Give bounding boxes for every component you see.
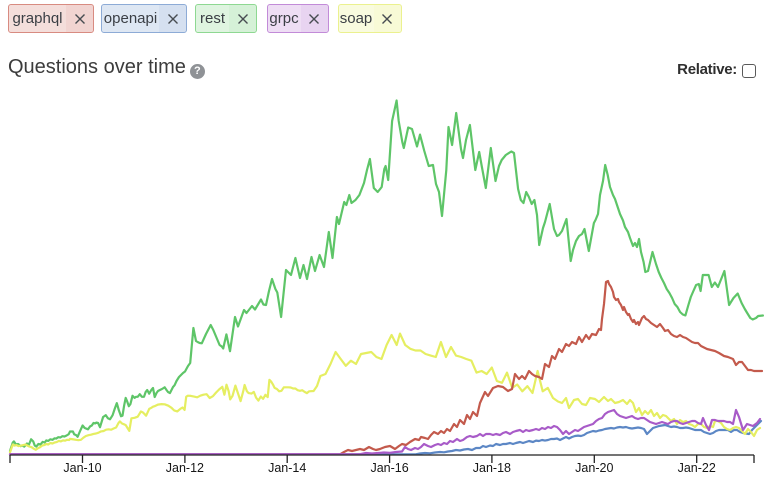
- svg-text:Jan-22: Jan-22: [678, 461, 716, 475]
- svg-text:Jan-14: Jan-14: [268, 461, 306, 475]
- svg-text:Jan-18: Jan-18: [473, 461, 511, 475]
- svg-text:Jan-20: Jan-20: [575, 461, 613, 475]
- svg-text:Jan-12: Jan-12: [166, 461, 204, 475]
- svg-text:Jan-16: Jan-16: [370, 461, 408, 475]
- svg-text:Jan-10: Jan-10: [63, 461, 101, 475]
